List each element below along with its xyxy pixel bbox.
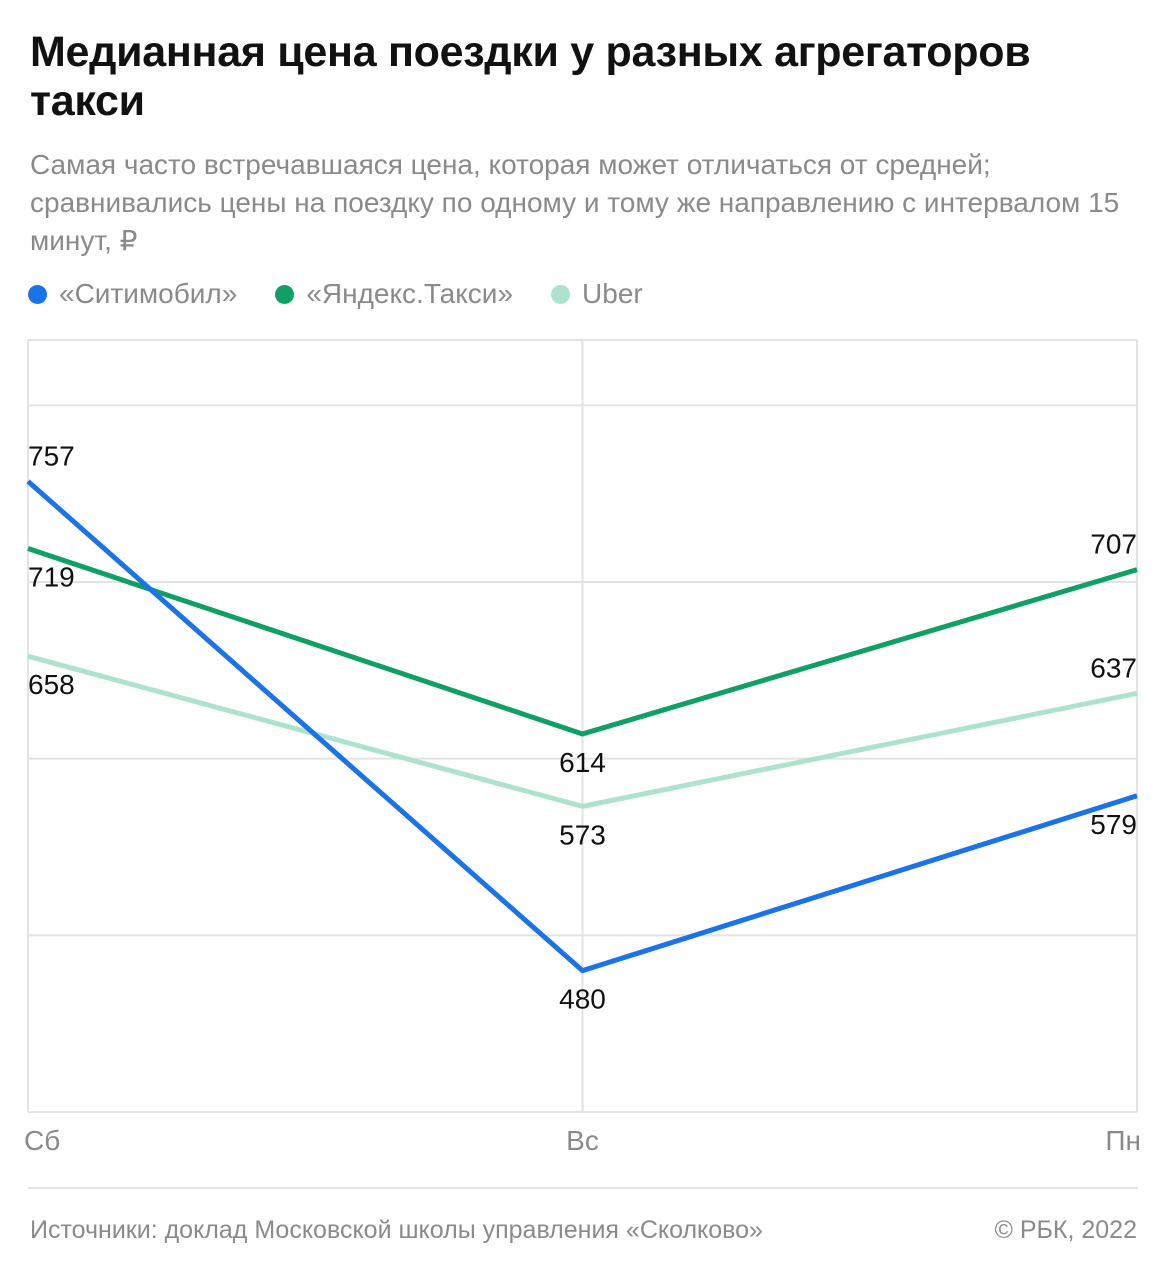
x-tick-label-0: Сб <box>24 1125 60 1156</box>
data-label-s1-p0: 719 <box>28 561 75 592</box>
data-label-s0-p1: 480 <box>559 984 606 1015</box>
legend-item-yandex: «Яндекс.Такси» <box>275 278 513 310</box>
series-line-1 <box>27 546 1138 737</box>
legend-dot-yandex <box>275 284 295 304</box>
copyright-note: © РБК, 2022 <box>994 1216 1137 1244</box>
legend-item-uber: Uber <box>551 278 643 310</box>
line-chart: Сб Вс Пн 757 480 579 719 614 707 658 573 637 <box>24 339 1141 1156</box>
x-tick-label-2: Пн <box>1105 1125 1141 1156</box>
chart-subtitle: Самая часто встречавшаяся цена, которая … <box>30 149 1120 256</box>
legend-label-uber: Uber <box>582 278 643 309</box>
data-label-s1-p2: 707 <box>1090 529 1137 560</box>
data-label-s0-p2: 579 <box>1090 809 1137 840</box>
data-label-s2-p2: 637 <box>1090 652 1137 683</box>
series-line-0 <box>26 479 1138 974</box>
legend: «Ситимобил» «Яндекс.Такси» Uber <box>28 276 681 312</box>
series-line-2 <box>27 653 1138 809</box>
legend-item-citymobil: «Ситимобил» <box>28 278 237 310</box>
legend-label-yandex: «Яндекс.Такси» <box>306 278 514 309</box>
data-label-s2-p1: 573 <box>559 819 606 850</box>
data-label-s1-p1: 614 <box>559 747 606 778</box>
data-label-s2-p0: 658 <box>28 669 75 700</box>
chart-title: Медианная цена поездки у разных агрегато… <box>30 28 1031 125</box>
source-note: Источники: доклад Московской школы управ… <box>30 1216 763 1244</box>
legend-dot-citymobil <box>28 284 47 304</box>
data-label-s0-p0: 757 <box>28 440 75 471</box>
x-tick-label-1: Вс <box>566 1125 599 1156</box>
footer-divider <box>28 1187 1138 1189</box>
legend-label-citymobil: «Ситимобил» <box>59 278 238 309</box>
legend-dot-uber <box>551 284 571 304</box>
